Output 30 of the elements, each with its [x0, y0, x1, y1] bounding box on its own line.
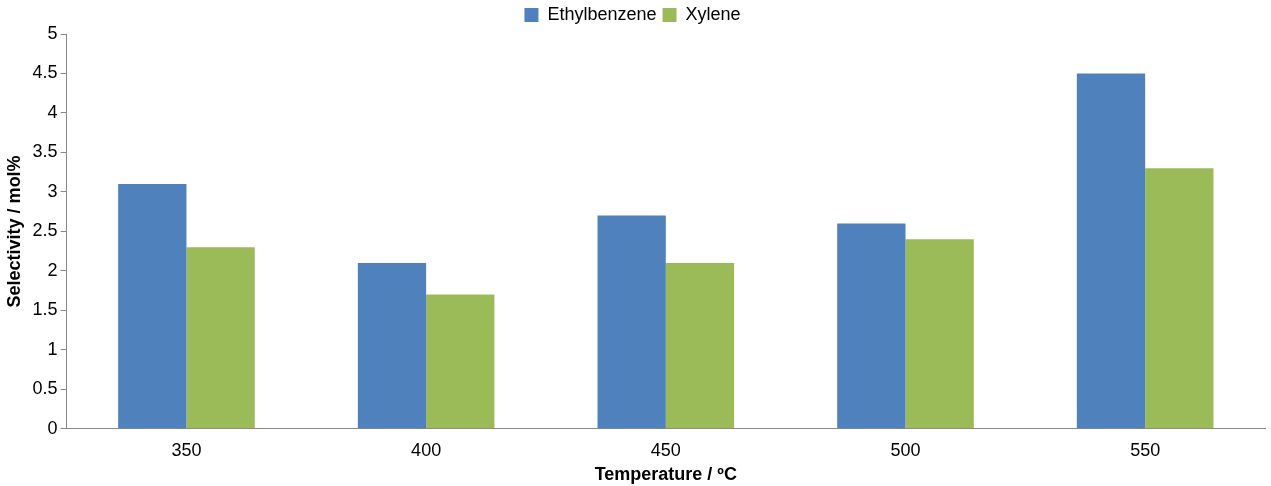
- y-axis-title: Selectivity / mol%: [3, 155, 24, 308]
- x-tick-label: 400: [411, 439, 442, 460]
- y-tick-label: 0: [47, 417, 58, 438]
- y-tick-label: 1.5: [32, 299, 58, 320]
- x-tick-label: 450: [650, 439, 681, 460]
- x-axis-title: Temperature / ºC: [594, 464, 737, 485]
- y-tick-label: 4.5: [32, 62, 58, 83]
- y-tick-label: 5: [47, 22, 58, 43]
- x-tick-label: 500: [890, 439, 921, 460]
- y-tick-label: 2: [47, 259, 58, 280]
- y-tick-label: 0.5: [32, 378, 58, 399]
- y-tick-label: 4: [47, 101, 58, 122]
- bar: [837, 223, 906, 429]
- bar: [1076, 73, 1146, 429]
- bar: [1145, 168, 1214, 429]
- bar: [905, 239, 974, 429]
- y-tick-label: 1: [47, 338, 58, 359]
- bar: [186, 247, 255, 429]
- legend-label: Ethylbenzene: [547, 3, 657, 24]
- y-tick-label: 3: [47, 180, 58, 201]
- x-tick-label: 350: [171, 439, 202, 460]
- y-tick-label: 3.5: [32, 141, 58, 162]
- x-tick-label: 550: [1130, 439, 1161, 460]
- bar: [665, 262, 735, 429]
- y-tick-label: 2.5: [32, 220, 58, 241]
- bar: [597, 215, 666, 429]
- bar: [357, 262, 427, 429]
- bar: [118, 184, 187, 429]
- bar: [426, 294, 495, 429]
- legend-label: Xylene: [685, 3, 741, 24]
